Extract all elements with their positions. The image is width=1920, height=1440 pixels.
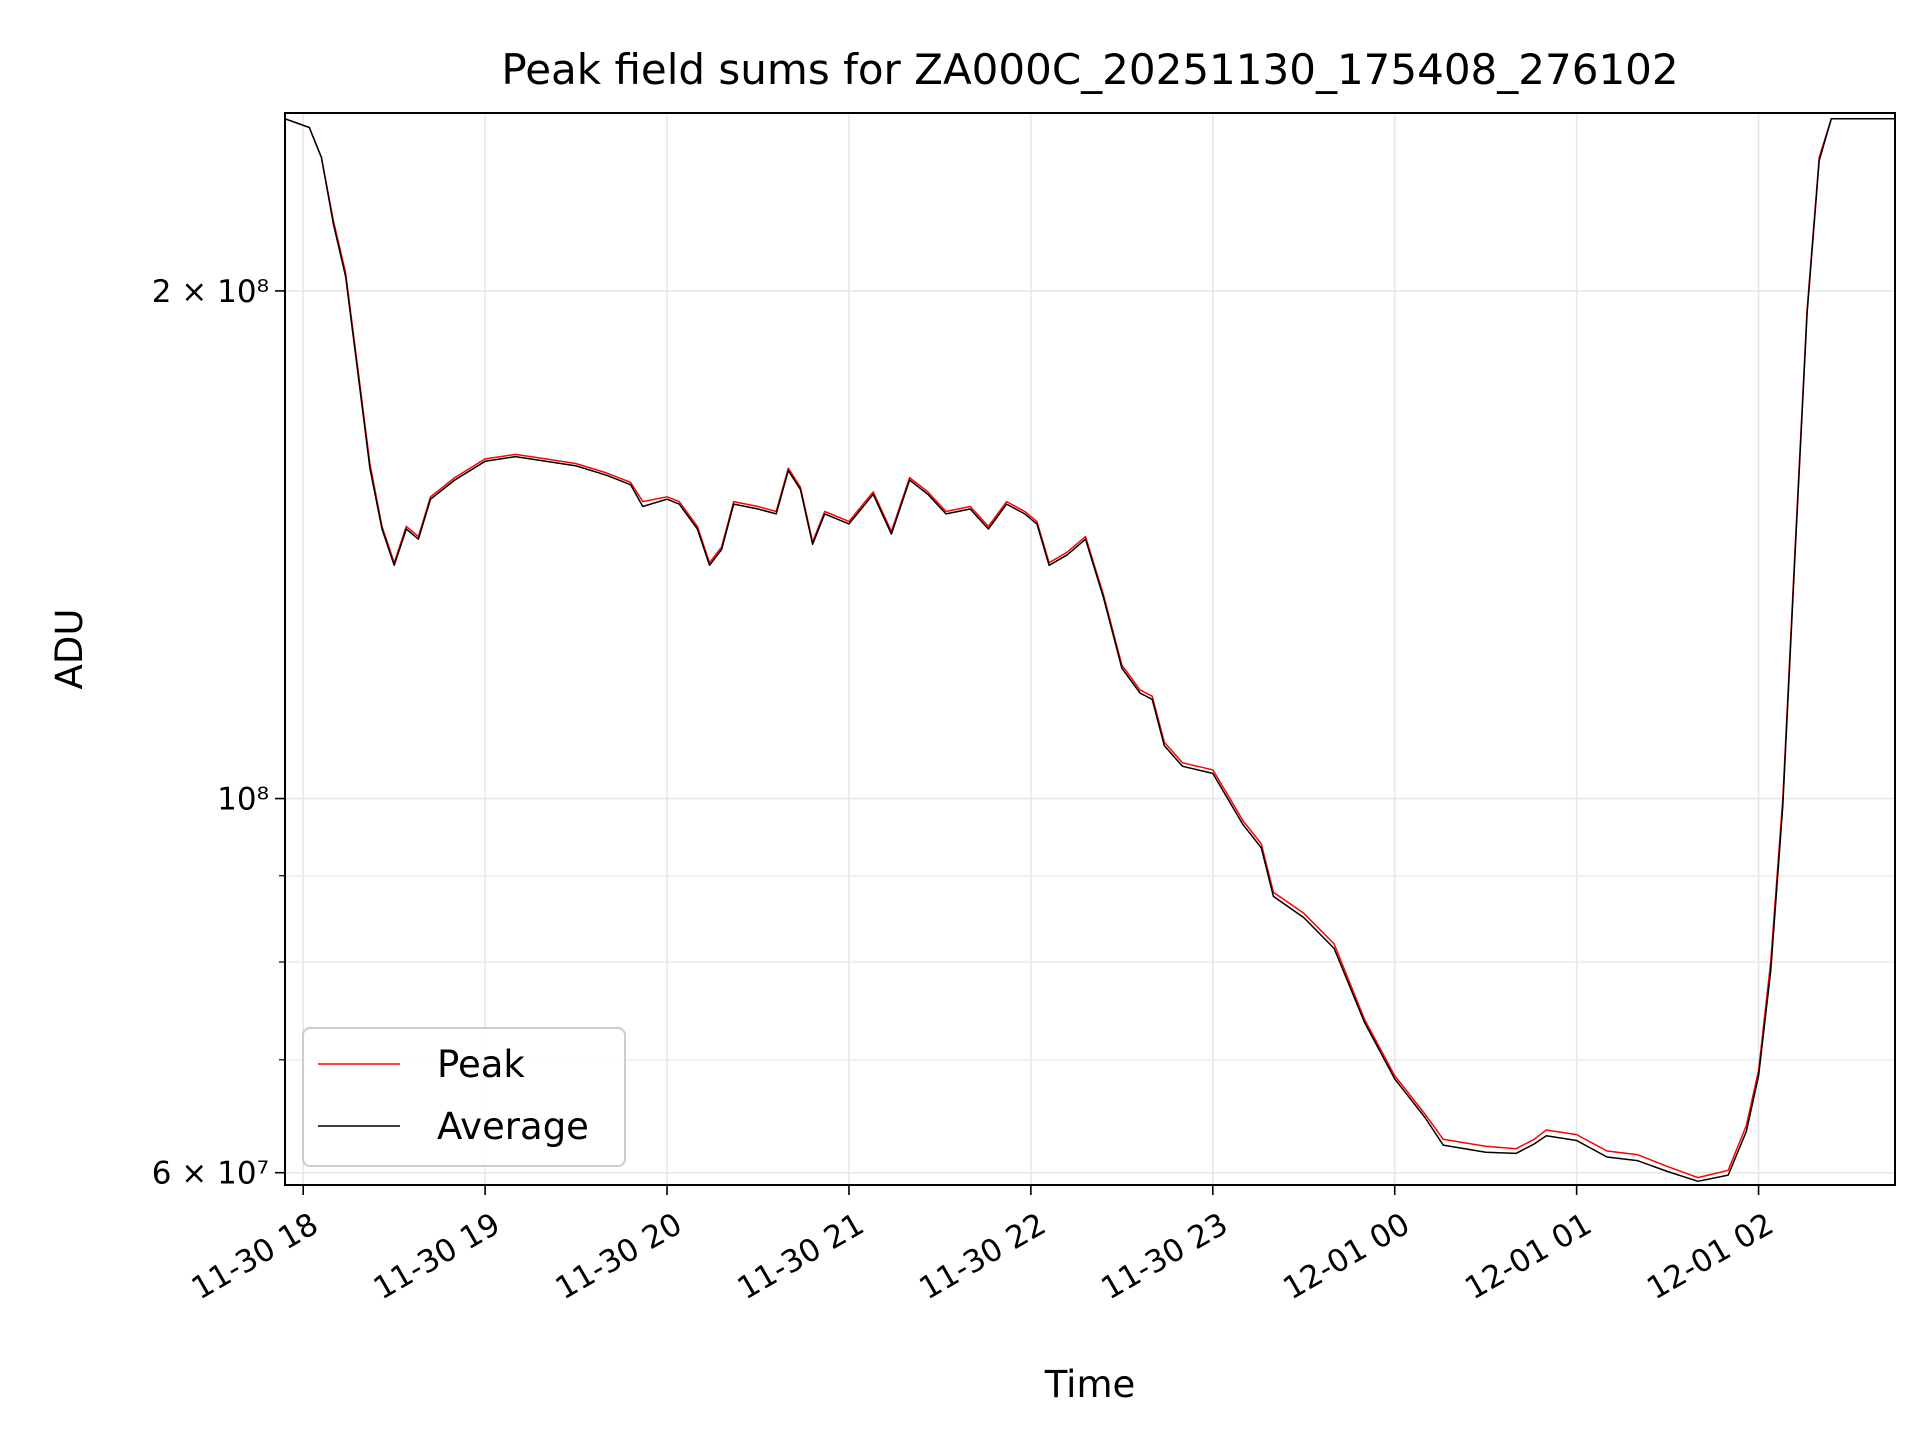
series-layer [284,118,1895,1183]
plot-frame [284,112,1896,1186]
y-tick-label: 10⁸ [217,782,269,818]
y-tick-label: 6 × 10⁷ [152,1156,269,1192]
y-axis-label: ADU [48,609,91,690]
legend-peak-label: Peak [437,1043,525,1086]
peak-series-line [284,118,1895,1179]
grid-layer [285,113,1895,1185]
y-tick-label: 2 × 10⁸ [152,274,269,310]
average-series-line [284,118,1895,1183]
legend-average-label: Average [437,1105,589,1148]
legend: Peak Average [302,1027,626,1167]
chart-title: Peak field sums for ZA000C_20251130_1754… [501,45,1678,94]
legend-box [302,1027,626,1167]
x-axis-label: Time [1044,1363,1136,1406]
